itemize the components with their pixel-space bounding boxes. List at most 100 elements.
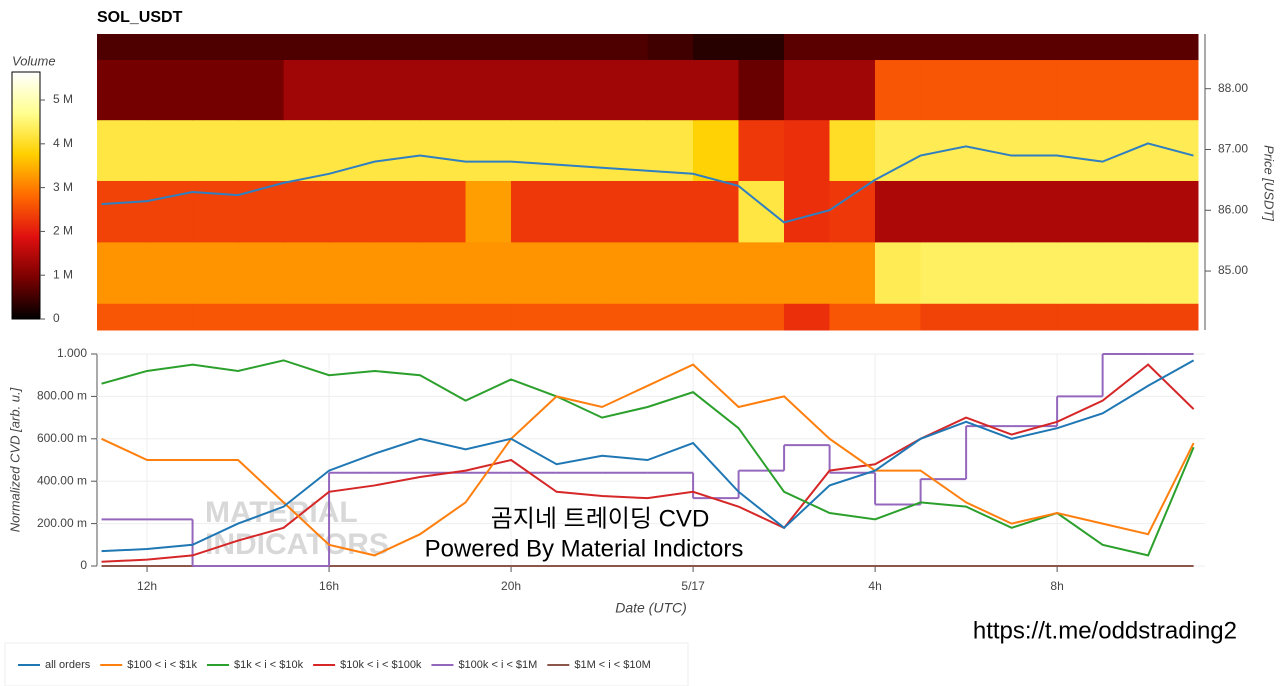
heatmap-cell <box>420 180 467 243</box>
x-axis-title: Date (UTC) <box>615 600 687 616</box>
heatmap-cell <box>192 59 239 121</box>
heatmap-cell <box>374 59 421 121</box>
heatmap-cell <box>329 303 376 331</box>
heatmap-cell <box>602 59 648 121</box>
heatmap-cell <box>602 303 648 331</box>
y-tick-label: 1.000 <box>57 346 87 360</box>
colorbar-tick-label: 3 M <box>53 180 73 194</box>
colorbar-label: Volume <box>12 53 56 68</box>
heatmap-cell <box>738 241 785 304</box>
heatmap-cell <box>1102 180 1149 243</box>
heatmap-cell <box>920 303 967 331</box>
legend-label: $1M < i < $10M <box>574 659 650 671</box>
heatmap-cell <box>738 34 785 61</box>
heatmap-cell <box>738 180 785 243</box>
heatmap-cell <box>465 59 512 121</box>
heatmap-cell <box>420 59 467 121</box>
heatmap-cell <box>692 303 739 331</box>
heatmap-cell <box>1147 59 1199 121</box>
heatmap-cell <box>511 241 558 304</box>
heatmap-cell <box>1102 34 1149 61</box>
x-tick-label: 8h <box>1050 579 1063 593</box>
watermark: INDICATORS <box>205 528 389 561</box>
heatmap-cell <box>1147 180 1199 243</box>
heatmap-cell <box>192 119 239 181</box>
heatmap-cell <box>1011 303 1058 331</box>
colorbar-tick-label: 0 <box>53 311 60 325</box>
heatmap-cell <box>420 34 467 61</box>
heatmap-cell <box>783 303 830 331</box>
x-tick-label: 5/17 <box>681 579 705 593</box>
y-tick-label: 85.00 <box>1218 263 1248 277</box>
heatmap-cell <box>1011 241 1058 304</box>
heatmap-cell <box>511 303 558 331</box>
heatmap-cell <box>420 303 467 331</box>
overlay: 곰지네 트레이딩 CVD Powered By Material Indicto… <box>425 505 1237 644</box>
colorbar <box>11 71 41 320</box>
heatmap-cell <box>511 59 558 121</box>
heatmap-cell <box>97 119 148 181</box>
heatmap-cell <box>920 241 967 304</box>
heatmap-cell <box>238 303 285 331</box>
heatmap-cell <box>647 303 694 331</box>
heatmap-cell <box>238 34 285 61</box>
heatmap-cell <box>1056 119 1103 181</box>
heatmap-cell <box>1147 34 1199 61</box>
heatmap-cell <box>920 180 967 243</box>
x-tick-label: 16h <box>319 579 339 593</box>
y-tick-label: 800.00 m <box>37 389 87 403</box>
y-tick-label: 87.00 <box>1218 142 1248 156</box>
heatmap-cell <box>783 241 830 304</box>
series-line <box>101 363 1195 557</box>
y-axis-title: Price [USDT] <box>1262 145 1277 221</box>
heatmap-cell <box>420 241 467 304</box>
heatmap-cell <box>692 59 739 121</box>
heatmap-cell <box>97 180 148 243</box>
heatmap-cell <box>465 241 512 304</box>
heatmap-cell <box>602 119 648 181</box>
heatmap-cell <box>829 34 876 61</box>
heatmap-cell <box>192 241 239 304</box>
heatmap-cell <box>147 241 194 304</box>
heatmap-cell <box>556 119 603 181</box>
chart-title: SOL_USDT <box>97 9 183 26</box>
heatmap-cell <box>1011 119 1058 181</box>
heatmap-cell <box>829 59 876 121</box>
heatmap-cell <box>511 34 558 61</box>
heatmap-cell <box>965 59 1012 121</box>
heatmap-cell <box>374 34 421 61</box>
legend-label: $1k < i < $10k <box>234 659 304 671</box>
y-tick-label: 200.00 m <box>37 516 87 530</box>
heatmap-cell <box>329 59 376 121</box>
heatmap-cell <box>283 241 330 304</box>
heatmap-cell <box>829 119 876 181</box>
heatmap-cell <box>647 180 694 243</box>
overlay-text: Powered By Material Indictors <box>425 535 744 562</box>
heatmap-cell <box>465 303 512 331</box>
heatmap-cell <box>97 303 148 331</box>
heatmap-cell <box>1102 119 1149 181</box>
heatmap-cell <box>465 34 512 61</box>
x-tick-label: 20h <box>501 579 521 593</box>
heatmap-cell <box>192 303 239 331</box>
series-line <box>101 363 1195 563</box>
heatmap-cell <box>602 180 648 243</box>
y-tick-label: 86.00 <box>1218 202 1248 216</box>
heatmap-cell <box>556 303 603 331</box>
y-axis-title: Normalized CVD [arb. u.] <box>7 387 22 532</box>
x-tick-label: 4h <box>868 579 881 593</box>
heatmap-cell <box>147 34 194 61</box>
heatmap-cell <box>1102 303 1149 331</box>
heatmap-cell <box>329 241 376 304</box>
heatmap-cell <box>147 119 194 181</box>
y-tick-label: 400.00 m <box>37 473 87 487</box>
heatmap-cell <box>1147 241 1199 304</box>
heatmap-cell <box>238 59 285 121</box>
heatmap-cell <box>692 119 739 181</box>
heatmap-cell <box>647 241 694 304</box>
heatmap-cell <box>192 180 239 243</box>
heatmap-cell <box>192 34 239 61</box>
heatmap-cell <box>1056 241 1103 304</box>
heatmap-cell <box>874 59 921 121</box>
